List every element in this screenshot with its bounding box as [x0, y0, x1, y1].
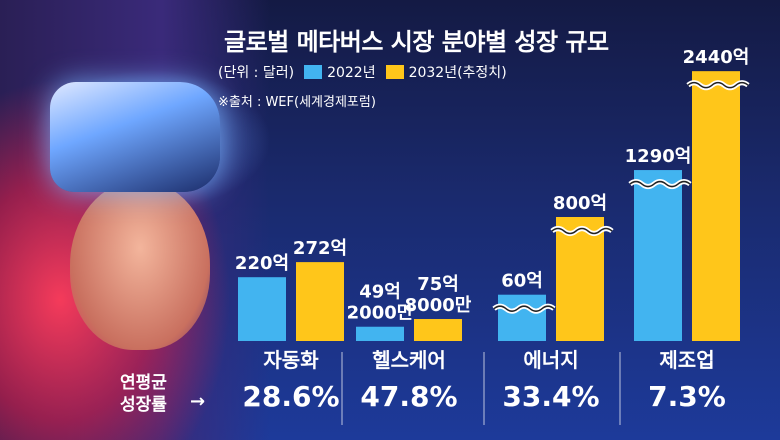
data-label-0-3: 1290억: [625, 146, 692, 167]
bar-0-1: [356, 326, 404, 341]
legend-swatch-2022: [304, 65, 323, 79]
category-label-3: 제조업: [659, 348, 714, 372]
growth-rate-label: 연평균 성장률: [120, 373, 167, 415]
data-label-0-1-1: 2000만: [347, 303, 414, 324]
source-note: ※출처 : WEF(세계경제포럼): [218, 95, 376, 110]
unit-label: (단위 : 달러): [218, 65, 295, 81]
legend-label-2022: 2022년: [327, 65, 376, 81]
bar-1-2: [556, 217, 604, 341]
chart-title: 글로벌 메타버스 시장 분야별 성장 규모: [224, 28, 609, 56]
bar-1-0: [296, 262, 344, 341]
growth-rate-0: 28.6%: [242, 380, 339, 413]
growth-rate-1: 47.8%: [360, 380, 457, 413]
data-label-0-1-0: 49억: [359, 282, 401, 303]
axis-break-line-1-3: [687, 81, 749, 89]
axis-break-line-0-2: [493, 305, 555, 312]
legend-label-2032: 2032년(추정치): [408, 65, 507, 81]
category-label-1: 헬스케어: [372, 348, 446, 372]
growth-rate-3: 7.3%: [648, 380, 726, 413]
data-label-0-2: 60억: [501, 271, 543, 292]
data-label-1-0: 272억: [293, 238, 347, 259]
data-label-1-3: 2440억: [683, 47, 750, 68]
data-label-1-1-0: 75억: [417, 274, 459, 295]
arrow-icon: →: [190, 391, 206, 412]
category-label-2: 에너지: [523, 348, 578, 372]
legend-swatch-2032: [385, 65, 404, 79]
vr-headset-photo: [0, 0, 270, 440]
bar-0-2: [498, 294, 546, 341]
axis-break-line-1-2: [551, 227, 613, 235]
bar-1-3: [692, 71, 740, 341]
bar-1-1: [414, 319, 462, 341]
legend: (단위 : 달러) 2022년 2032년(추정치): [218, 62, 507, 82]
woman-face-illustration: [70, 180, 210, 350]
category-label-0: 자동화: [263, 348, 319, 372]
bar-0-3: [634, 170, 682, 341]
data-label-1-1-1: 8000만: [405, 295, 472, 316]
vr-headset-illustration: [50, 82, 220, 192]
data-label-1-2: 800억: [553, 193, 607, 214]
bar-0-0: [238, 277, 286, 341]
growth-rate-2: 33.4%: [502, 380, 599, 413]
axis-break-line-0-3: [629, 180, 691, 188]
data-label-0-0: 220억: [235, 253, 289, 274]
